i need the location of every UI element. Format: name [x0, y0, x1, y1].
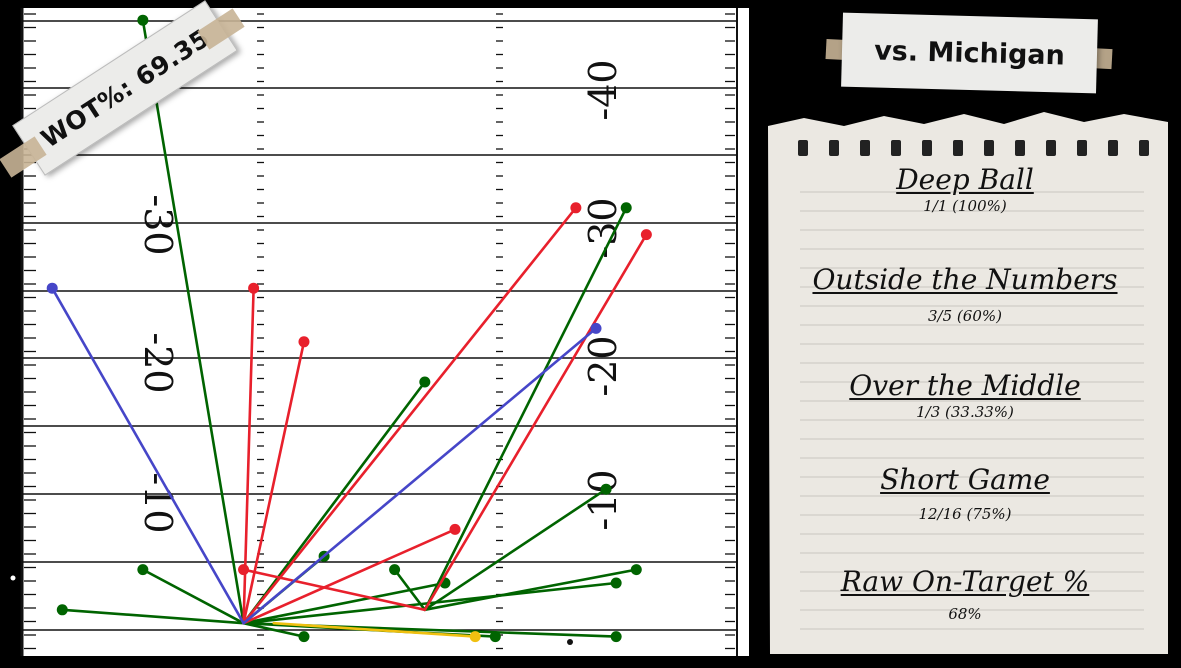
yard-number-right: -40: [581, 59, 625, 120]
binder-hole: [953, 140, 963, 156]
binder-hole: [984, 140, 994, 156]
binder-hole: [1015, 140, 1025, 156]
pass-target-dot: [419, 376, 431, 388]
pass-line: [50, 286, 245, 625]
hash-marks: [24, 13, 735, 650]
pass-target-dot: [298, 631, 310, 643]
stat-raw-on-target: Raw On-Target % 68%: [790, 566, 1140, 624]
pass-line: [242, 340, 306, 625]
pass-target-dot: [630, 564, 642, 576]
yard-numbers: -30 -20 -10 -40 -30 -20 -10: [136, 59, 625, 533]
binder-hole: [922, 140, 932, 156]
binder-hole: [1077, 140, 1087, 156]
binder-hole: [891, 140, 901, 156]
football-field-chart: -30 -20 -10 -40 -30 -20 -10: [10, 8, 749, 656]
ruled-lines: [800, 191, 1144, 630]
pass-target-dot: [389, 564, 401, 576]
pass-target-dot: [298, 336, 310, 348]
stat-value: 3/5 (60%): [928, 307, 1002, 325]
binder-hole: [798, 140, 808, 156]
pass-target-dot: [137, 14, 149, 26]
edge-dot: [10, 575, 16, 581]
pass-target-dot: [610, 577, 622, 589]
pass-line: [423, 568, 638, 612]
pass-line: [242, 327, 598, 625]
pass-line: [272, 621, 477, 638]
pass-line: [242, 621, 306, 638]
stat-deep-ball: Deep Ball 1/1 (100%): [790, 164, 1140, 216]
pass-line: [242, 568, 427, 612]
pass-line: [242, 380, 427, 625]
pass-target-dot: [570, 202, 582, 214]
pass-target-dot: [46, 282, 58, 294]
pass-target-dot: [449, 523, 461, 535]
stat-over-middle: Over the Middle 1/3 (33.33%): [790, 370, 1140, 422]
pass-target-dot: [137, 564, 149, 576]
pass-line: [242, 206, 578, 625]
notepad-paper: [768, 112, 1168, 654]
stat-heading: Deep Ball: [896, 163, 1034, 196]
binder-holes: [798, 140, 1149, 156]
stat-short-game: Short Game 12/16 (75%): [790, 464, 1140, 524]
stat-value: 68%: [948, 605, 982, 623]
pass-line: [242, 528, 457, 625]
field-dot: [567, 639, 573, 645]
binder-hole: [829, 140, 839, 156]
stat-outside-numbers: Outside the Numbers 3/5 (60%): [790, 264, 1140, 326]
pass-target-dot: [590, 322, 602, 334]
pass-target-dot: [640, 229, 652, 241]
pass-target-dot: [238, 564, 250, 576]
pass-target-dot: [600, 483, 612, 495]
stat-heading: Outside the Numbers: [812, 263, 1118, 296]
pass-target-dot: [620, 202, 632, 214]
pass-line: [423, 206, 628, 612]
binder-hole: [1139, 140, 1149, 156]
yard-number-right: -20: [581, 335, 625, 396]
pass-line: [423, 233, 648, 612]
opponent-title-tag: vs. Michigan: [841, 12, 1098, 94]
binder-hole: [860, 140, 870, 156]
pass-target-dot: [469, 631, 481, 643]
pass-line: [242, 581, 447, 625]
stat-value: 12/16 (75%): [918, 505, 1012, 523]
field-surface: [22, 8, 749, 656]
opponent-title: vs. Michigan: [873, 35, 1066, 71]
pass-line: [60, 608, 245, 625]
pass-target-dot: [56, 604, 68, 616]
pass-line: [393, 568, 427, 612]
pass-target-dot: [489, 631, 501, 643]
stat-heading: Short Game: [880, 463, 1050, 496]
pass-target-dot: [610, 631, 622, 643]
paper-sheet: [768, 112, 1168, 654]
yard-number-right: -30: [581, 197, 625, 258]
pass-target-dot: [248, 282, 260, 294]
pass-line: [141, 568, 245, 625]
stat-value: 1/3 (33.33%): [916, 403, 1014, 421]
pass-line: [423, 487, 608, 612]
yard-number-left: -10: [136, 472, 180, 533]
binder-hole: [1046, 140, 1056, 156]
stat-value: 1/1 (100%): [923, 197, 1007, 215]
yard-number-left: -20: [136, 332, 180, 393]
pass-line: [141, 18, 245, 625]
pass-lines: [46, 14, 652, 643]
stat-heading: Over the Middle: [849, 369, 1081, 402]
stat-heading: Raw On-Target %: [840, 565, 1090, 598]
binder-hole: [1108, 140, 1118, 156]
